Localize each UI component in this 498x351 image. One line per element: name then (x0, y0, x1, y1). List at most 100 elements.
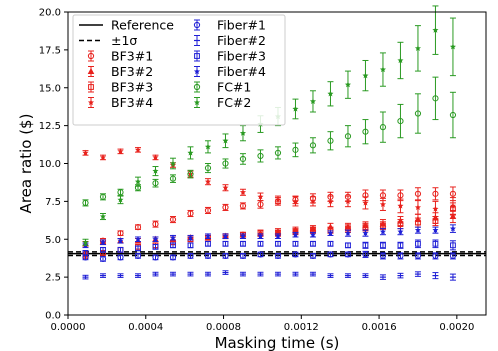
legend-label: Fiber#1 (217, 18, 266, 33)
data-point (169, 175, 177, 182)
data-point (310, 240, 316, 247)
data-point (379, 66, 386, 73)
y-tick-label: 5.0 (45, 235, 61, 246)
data-point (169, 254, 177, 261)
data-point (432, 190, 439, 197)
data-point (450, 242, 456, 249)
data-point (397, 57, 404, 64)
data-point (309, 98, 317, 104)
data-point (362, 72, 369, 79)
data-point (432, 95, 439, 102)
data-point (240, 240, 246, 247)
data-point (432, 26, 439, 33)
data-point (362, 224, 369, 231)
data-point (117, 254, 124, 261)
legend-label: BF3#2 (111, 64, 153, 79)
x-tick-label: 0.0000 (51, 322, 86, 333)
y-axis-label: Area ratio ($) (17, 114, 35, 214)
data-point (380, 242, 386, 249)
data-point (397, 202, 404, 209)
data-point (82, 149, 89, 156)
data-point (239, 233, 247, 239)
data-point (449, 202, 456, 209)
legend-box (72, 14, 286, 126)
data-point (344, 81, 352, 88)
data-point (327, 137, 334, 144)
data-point (257, 152, 264, 160)
data-point (414, 45, 421, 51)
data-point (327, 90, 334, 97)
data-point (257, 233, 264, 239)
y-tick-label: 2.5 (45, 273, 61, 284)
data-point (117, 196, 124, 203)
data-point (275, 240, 281, 247)
data-point (134, 224, 142, 231)
data-point (187, 149, 194, 156)
data-point (257, 251, 264, 258)
data-point (415, 240, 421, 247)
data-point (344, 229, 352, 236)
data-point (292, 231, 299, 238)
legend-marker (193, 21, 201, 29)
data-point (327, 229, 334, 236)
data-point (82, 239, 89, 245)
data-point (204, 233, 212, 239)
data-point (169, 160, 177, 167)
data-point (292, 105, 299, 112)
data-point (449, 212, 457, 220)
data-point (379, 252, 387, 260)
y-tick-label: 0.0 (45, 311, 61, 322)
data-point (397, 228, 404, 235)
data-point (152, 236, 159, 242)
data-point (344, 133, 352, 140)
data-point (397, 192, 404, 199)
legend-marker (88, 84, 94, 90)
x-tick-label: 0.0008 (206, 322, 241, 333)
data-point (222, 204, 229, 211)
data-point (152, 154, 159, 161)
data-point (187, 171, 194, 178)
data-point (99, 239, 107, 245)
data-point (414, 226, 421, 233)
data-point (134, 252, 142, 260)
data-point (309, 142, 317, 149)
data-point (204, 143, 212, 150)
data-point (379, 228, 386, 235)
legend-label: BF3#1 (111, 49, 153, 64)
data-point (204, 252, 212, 260)
data-point (397, 117, 404, 125)
data-point (222, 184, 229, 191)
data-point (380, 222, 386, 229)
data-point (449, 43, 456, 50)
y-axis: 0.0 2.5 5.0 7.5 10.0 12.5 15.0 17.5 20.0 (39, 8, 68, 322)
data-point (432, 218, 439, 224)
series-fiber-1 (82, 250, 457, 263)
data-point (379, 201, 386, 207)
data-point (432, 252, 439, 260)
data-point (274, 196, 282, 203)
data-point (152, 167, 159, 174)
series-fc-1 (82, 76, 457, 207)
data-point (292, 146, 299, 153)
data-point (99, 154, 107, 161)
data-point (362, 199, 369, 206)
data-point (414, 252, 422, 260)
data-point (239, 202, 247, 210)
data-point (449, 252, 457, 260)
data-point (222, 137, 229, 144)
data-point (152, 243, 159, 250)
data-point (274, 252, 282, 260)
x-tick-label: 0.0004 (128, 322, 163, 333)
data-point (222, 160, 229, 167)
series-fiber-2 (82, 270, 456, 281)
data-point (432, 240, 439, 247)
data-point (152, 254, 159, 261)
data-point (117, 246, 124, 253)
data-point (344, 198, 352, 204)
data-point (397, 242, 404, 249)
data-point (134, 178, 142, 185)
legend-marker (193, 83, 201, 91)
data-point (432, 226, 439, 233)
data-point (327, 198, 334, 204)
data-point (344, 251, 352, 258)
